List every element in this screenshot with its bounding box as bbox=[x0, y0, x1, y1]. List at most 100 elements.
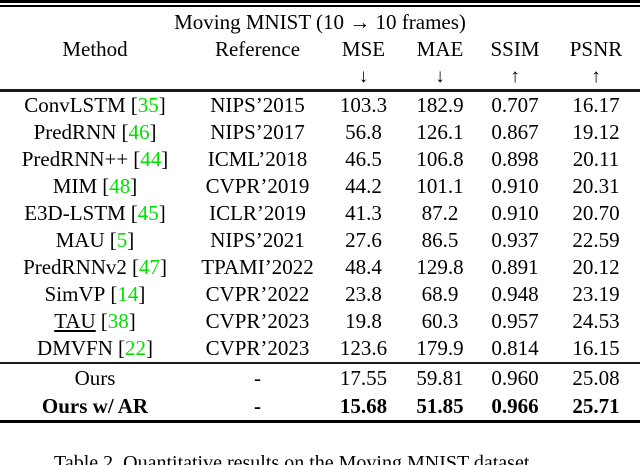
table-row: ConvLSTM [35] NIPS’2015 103.3 182.9 0.707… bbox=[0, 92, 640, 119]
down-arrow-icon: ↓ bbox=[435, 65, 445, 87]
citation: [45] bbox=[131, 201, 166, 225]
psnr-cell: 22.59 bbox=[572, 228, 620, 252]
mae-cell: 179.9 bbox=[416, 336, 464, 360]
mse-cell: 48.4 bbox=[345, 255, 382, 279]
citation-open-bracket: [ bbox=[133, 147, 141, 171]
citation-number: 46 bbox=[128, 120, 150, 144]
mae-cell: 51.85 bbox=[416, 393, 464, 418]
citation-close-bracket: ] bbox=[149, 120, 157, 144]
method-name: PredRNN++ bbox=[21, 147, 129, 171]
header-rule bbox=[0, 89, 640, 92]
reference-cell: ICLR’2019 bbox=[209, 201, 306, 225]
method-cell: ConvLSTM [35] bbox=[0, 95, 190, 116]
table-header-row: Method Reference MSE MAE SSIM PSNR bbox=[0, 36, 640, 63]
method-name: DMVFN bbox=[37, 336, 113, 360]
top-double-rule bbox=[0, 0, 640, 7]
citation-number: 22 bbox=[124, 336, 146, 360]
mae-cell: 87.2 bbox=[421, 201, 459, 225]
ssim-cell: 0.910 bbox=[491, 201, 539, 225]
mse-cell: 27.6 bbox=[345, 228, 382, 252]
citation-open-bracket: [ bbox=[100, 309, 108, 333]
table-title: Moving MNIST (10 → 10 frames) bbox=[174, 10, 466, 34]
citation-number: 14 bbox=[117, 282, 139, 306]
citation: [47] bbox=[132, 255, 167, 279]
mse-cell: 123.6 bbox=[339, 336, 388, 360]
method-name: PredRNNv2 bbox=[23, 255, 127, 279]
citation-open-bracket: [ bbox=[131, 255, 139, 279]
table-row: PredRNNv2 [47] TPAMI’2022 48.4 129.8 0.89… bbox=[0, 254, 640, 281]
citation-close-bracket: ] bbox=[159, 255, 167, 279]
method-cell: Ours bbox=[0, 365, 190, 390]
ours-section: Ours - 17.55 59.81 0.960 25.08 Ours w/ A… bbox=[0, 364, 640, 420]
citation-number: 35 bbox=[137, 93, 159, 117]
method-name: MAU bbox=[55, 228, 105, 252]
ssim-cell: 0.867 bbox=[491, 120, 539, 144]
mae-cell: 182.9 bbox=[416, 93, 464, 117]
table-row: Ours - 17.55 59.81 0.960 25.08 bbox=[0, 364, 640, 392]
psnr-cell: 23.19 bbox=[572, 282, 620, 306]
citation: [14] bbox=[110, 282, 145, 306]
citation-close-bracket: ] bbox=[128, 309, 136, 333]
mse-cell: 46.5 bbox=[345, 147, 382, 171]
mse-cell: 56.8 bbox=[345, 120, 382, 144]
citation-open-bracket: [ bbox=[110, 282, 118, 306]
ssim-cell: 0.910 bbox=[491, 174, 539, 198]
psnr-cell: 20.31 bbox=[572, 174, 620, 198]
mse-cell: 15.68 bbox=[339, 393, 388, 418]
table-row: DMVFN [22] CVPR’2023 123.6 179.9 0.814 16… bbox=[0, 335, 640, 362]
citation: [38] bbox=[101, 309, 136, 333]
mse-cell: 103.3 bbox=[339, 93, 388, 117]
reference-cell: CVPR’2023 bbox=[205, 336, 310, 360]
column-header-mae: MAE bbox=[416, 37, 464, 61]
method-cell: MIM [48] bbox=[0, 176, 190, 197]
table-row: TAU [38] CVPR’2023 19.8 60.3 0.957 24.53 bbox=[0, 308, 640, 335]
citation-number: 5 bbox=[116, 228, 128, 252]
citation-open-bracket: [ bbox=[109, 228, 117, 252]
psnr-cell: 19.12 bbox=[572, 120, 620, 144]
reference-cell: CVPR’2019 bbox=[205, 174, 310, 198]
table-row: SimVP [14] CVPR’2022 23.8 68.9 0.948 23.1… bbox=[0, 281, 640, 308]
method-name: Ours w/ AR bbox=[41, 393, 149, 418]
mae-cell: 60.3 bbox=[421, 309, 459, 333]
method-name: MIM bbox=[52, 174, 98, 198]
mse-cell: 17.55 bbox=[339, 365, 388, 390]
psnr-cell: 16.17 bbox=[572, 93, 620, 117]
method-name: PredRNN bbox=[33, 120, 117, 144]
table-body: ConvLSTM [35] NIPS’2015 103.3 182.9 0.707… bbox=[0, 92, 640, 362]
citation-number: 48 bbox=[109, 174, 131, 198]
up-arrow-icon: ↑ bbox=[510, 65, 520, 87]
column-header-method: Method bbox=[62, 37, 128, 61]
table-row: MAU [5] NIPS’2021 27.6 86.5 0.937 22.59 bbox=[0, 227, 640, 254]
reference-cell: CVPR’2023 bbox=[205, 309, 310, 333]
method-cell: PredRNN [46] bbox=[0, 122, 190, 143]
citation-close-bracket: ] bbox=[127, 228, 135, 252]
column-header-ssim: SSIM bbox=[490, 37, 540, 61]
psnr-cell: 20.12 bbox=[572, 255, 620, 279]
reference-cell: NIPS’2021 bbox=[210, 228, 305, 252]
method-name: ConvLSTM bbox=[24, 93, 126, 117]
method-name: E3D-LSTM bbox=[24, 201, 126, 225]
psnr-cell: 25.71 bbox=[572, 393, 620, 418]
mae-cell: 59.81 bbox=[416, 365, 464, 390]
column-header-psnr: PSNR bbox=[569, 37, 623, 61]
reference-cell: - bbox=[254, 393, 261, 418]
reference-cell: CVPR’2022 bbox=[205, 282, 310, 306]
citation-number: 38 bbox=[107, 309, 129, 333]
method-name: Ours bbox=[74, 365, 116, 390]
bottom-rule bbox=[0, 420, 640, 423]
ssim-cell: 0.948 bbox=[491, 282, 539, 306]
method-cell: TAU [38] bbox=[0, 311, 190, 332]
table-row: E3D-LSTM [45] ICLR’2019 41.3 87.2 0.910 2… bbox=[0, 200, 640, 227]
citation: [48] bbox=[102, 174, 137, 198]
mae-cell: 129.8 bbox=[416, 255, 464, 279]
ssim-cell: 0.966 bbox=[491, 393, 539, 418]
reference-cell: NIPS’2017 bbox=[210, 120, 305, 144]
citation-close-bracket: ] bbox=[161, 147, 169, 171]
method-cell: SimVP [14] bbox=[0, 284, 190, 305]
method-cell: E3D-LSTM [45] bbox=[0, 203, 190, 224]
psnr-cell: 20.70 bbox=[572, 201, 620, 225]
mse-cell: 19.8 bbox=[345, 309, 382, 333]
table-caption: Table 2. Quantitative results on the Mov… bbox=[54, 452, 530, 465]
method-cell: PredRNNv2 [47] bbox=[0, 257, 190, 278]
